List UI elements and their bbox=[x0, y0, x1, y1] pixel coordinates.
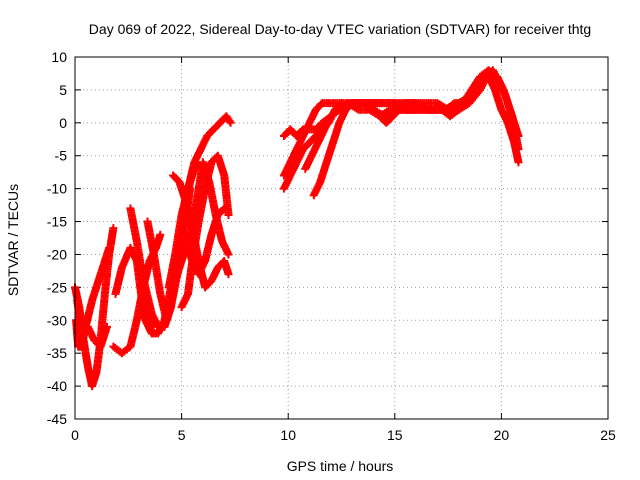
y-tick-label: 0 bbox=[59, 115, 67, 131]
x-axis-label: GPS time / hours bbox=[287, 458, 394, 474]
data-series-track-13 bbox=[173, 158, 233, 279]
y-tick-label: -15 bbox=[47, 214, 67, 230]
y-tick-label: 5 bbox=[59, 82, 67, 98]
y-tick-label: -30 bbox=[47, 312, 67, 328]
data-series-track-17 bbox=[309, 99, 421, 200]
x-tick-label: 10 bbox=[280, 427, 296, 443]
plot-frame bbox=[74, 56, 609, 420]
data-series-track-22 bbox=[369, 105, 463, 127]
y-tick-label: 10 bbox=[51, 49, 67, 65]
x-tick-label: 20 bbox=[494, 427, 510, 443]
y-tick-label: -10 bbox=[47, 181, 67, 197]
y-tick-label: -20 bbox=[47, 246, 67, 262]
y-tick-label: -35 bbox=[47, 345, 67, 361]
x-tick-label: 25 bbox=[600, 427, 616, 443]
data-series-track-15 bbox=[279, 99, 346, 180]
y-axis-label: SDTVAR / TECUs bbox=[5, 184, 21, 296]
y-tick-label: -45 bbox=[47, 411, 67, 427]
data-series-track-3 bbox=[72, 243, 114, 351]
x-tick-label: 0 bbox=[71, 427, 79, 443]
x-tick-label: 15 bbox=[387, 427, 403, 443]
x-tick-label: 5 bbox=[178, 427, 186, 443]
y-tick-label: -25 bbox=[47, 279, 67, 295]
data-series-track-20 bbox=[348, 72, 523, 167]
axis-ticks: 0 5 10 15 20 25 10 5 0 -5 -10 -15 -20 -25 -30 -35 -40 -45 bbox=[47, 49, 616, 443]
y-tick-label: -40 bbox=[47, 378, 67, 394]
chart-title: Day 069 of 2022, Sidereal Day-to-day VTE… bbox=[89, 21, 591, 37]
y-tick-label: -5 bbox=[55, 148, 68, 164]
data-markers bbox=[71, 66, 523, 391]
